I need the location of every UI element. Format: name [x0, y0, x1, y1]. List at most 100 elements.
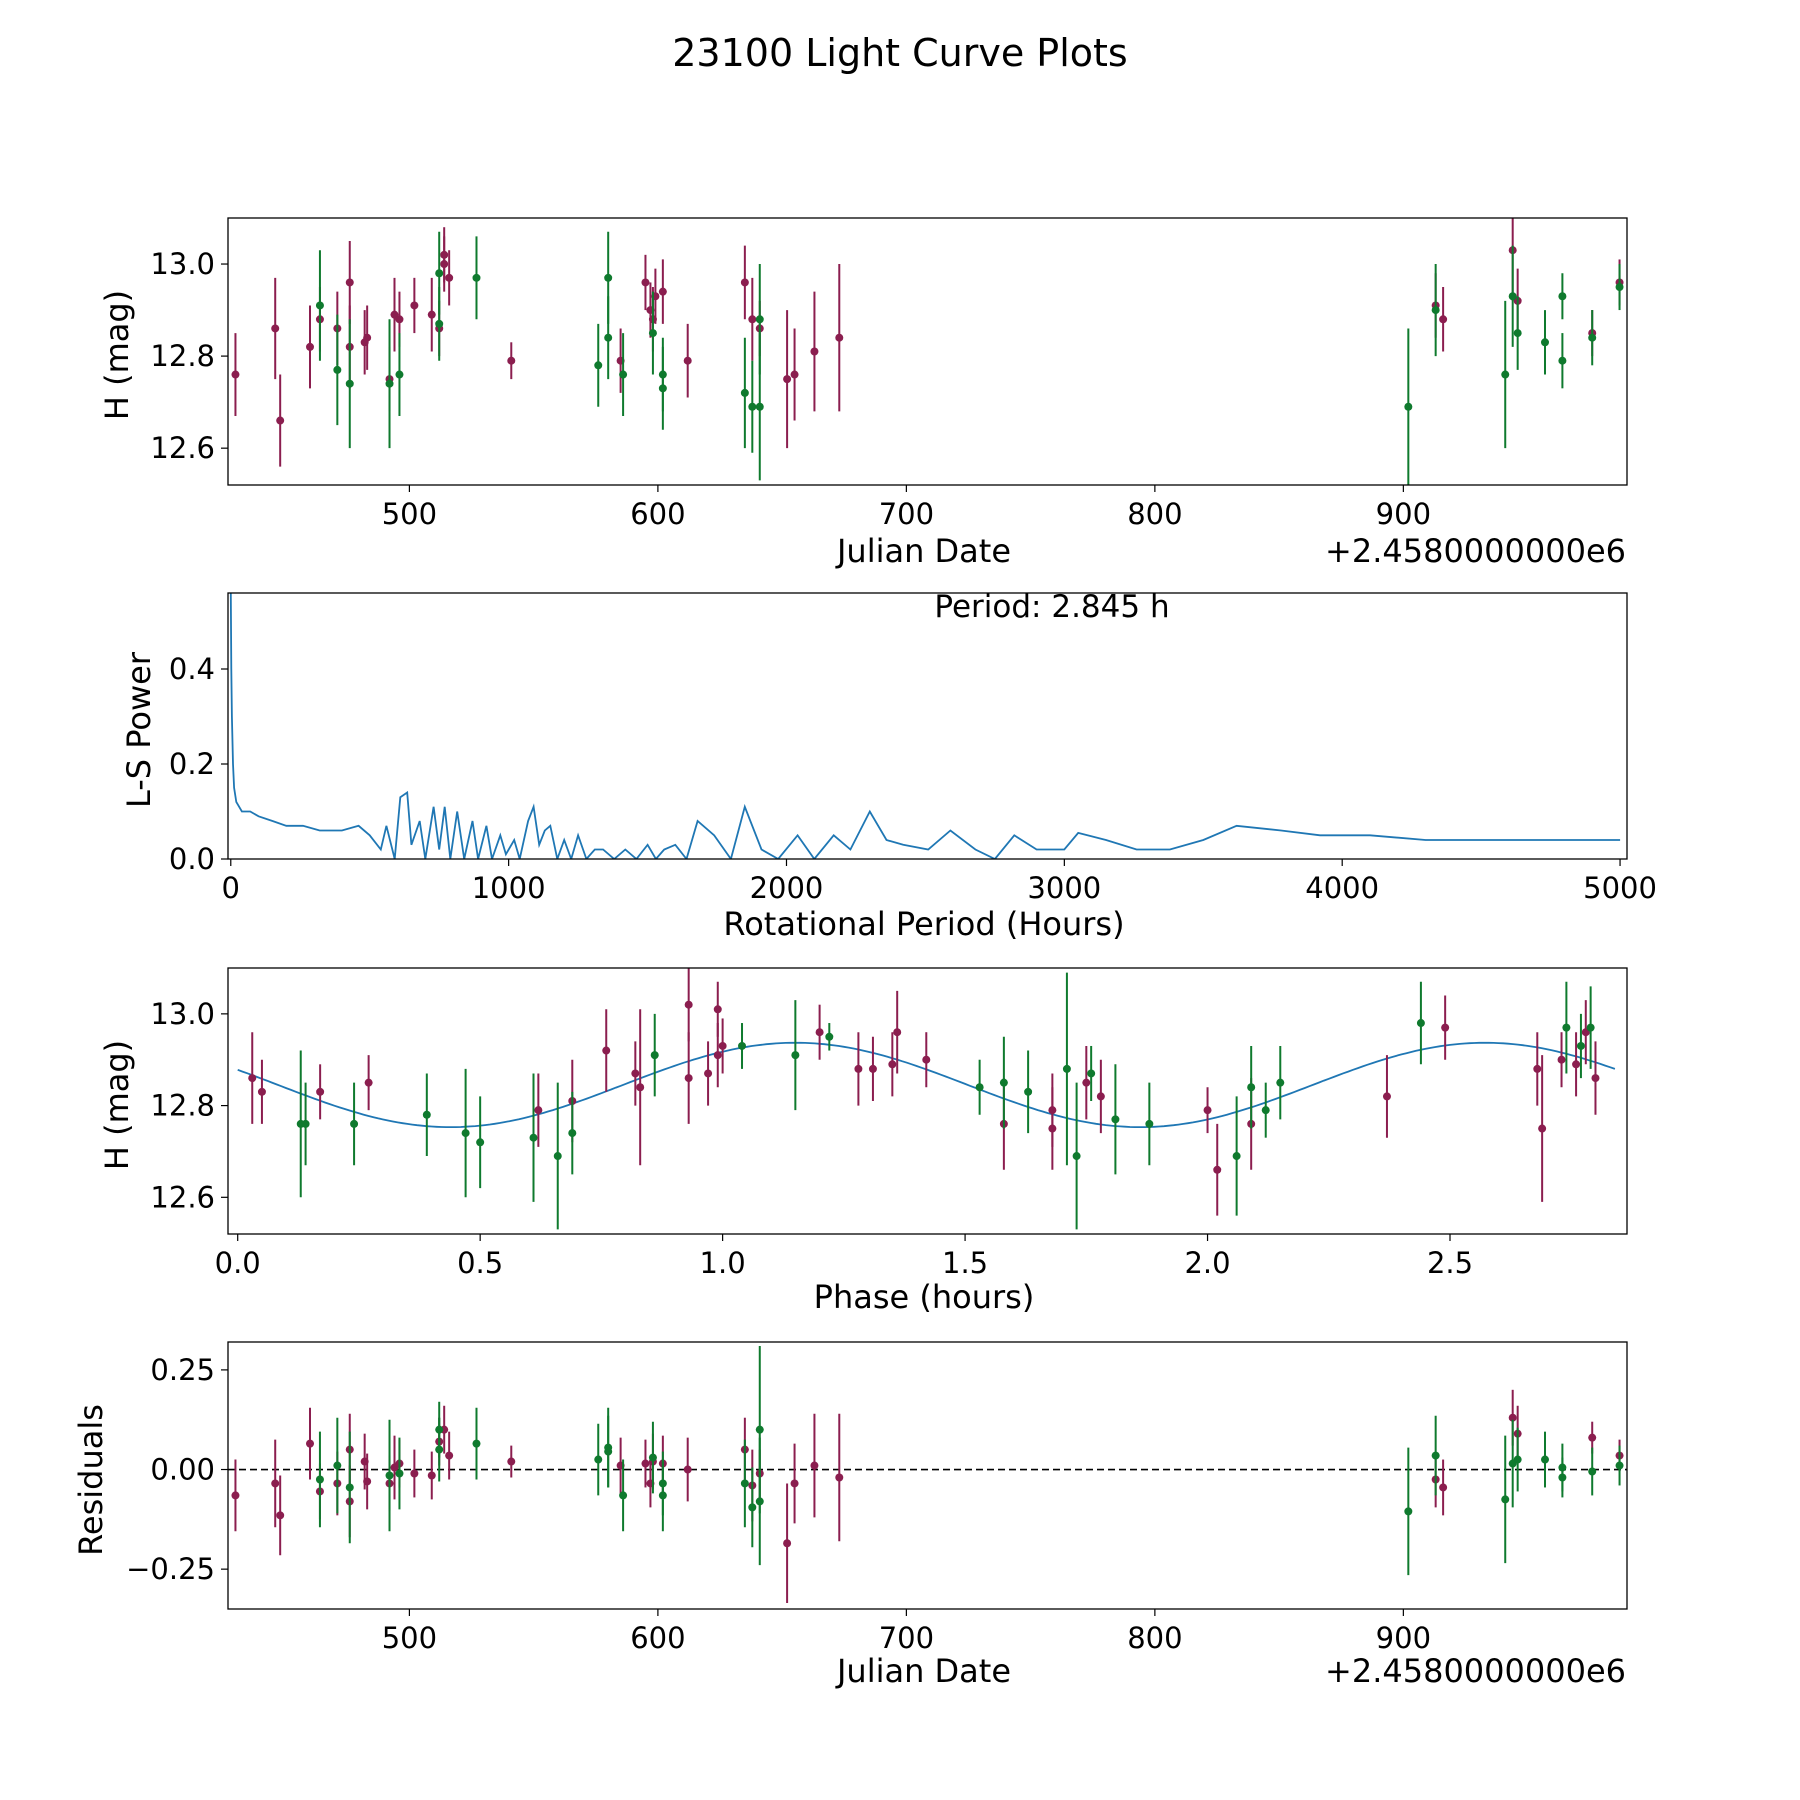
series-b-point — [648, 1453, 657, 1462]
series-b-point — [1562, 1023, 1571, 1032]
series-b-point — [1232, 1152, 1241, 1161]
series-a-point — [1096, 1092, 1105, 1101]
series-b-point — [472, 1439, 481, 1448]
panel-periodogram-data — [229, 593, 1621, 859]
series-b-point — [345, 379, 354, 388]
series-a-point — [658, 287, 667, 296]
series-a-point — [248, 1074, 257, 1083]
x-tick-label: 700 — [879, 1621, 934, 1655]
panel-residuals-data — [228, 1345, 1627, 1604]
series-b-point — [604, 1447, 613, 1456]
x-tick-label: 4000 — [1305, 871, 1379, 905]
series-b-point — [422, 1110, 431, 1119]
series-a-point — [783, 375, 792, 384]
series-b-point — [395, 1469, 404, 1478]
series-b-point — [1513, 1455, 1522, 1464]
series-b-point — [1111, 1115, 1120, 1124]
series-a-point — [306, 1439, 315, 1448]
series-b-point — [350, 1119, 359, 1128]
panel-phase-fold-plot: 0.0 0.5 1.0 1.5 2.0 2.5 12.6 12.8 13.0 — [150, 967, 1628, 1280]
series-a-point — [684, 1074, 693, 1083]
series-b-point — [568, 1129, 577, 1138]
series-b-point — [975, 1083, 984, 1092]
y-tick-label: 0.00 — [150, 1453, 215, 1487]
series-b-point — [315, 1475, 324, 1484]
series-a-point — [276, 416, 285, 425]
series-a-point — [684, 1000, 693, 1009]
series-b-point — [1276, 1078, 1285, 1087]
x-tick-label: 0 — [222, 871, 240, 905]
series-a-point — [835, 1473, 844, 1482]
x-tick-label: 1.5 — [942, 1246, 988, 1280]
series-b-point — [1513, 329, 1522, 338]
x-tick-label: 500 — [382, 1621, 437, 1655]
series-a-point — [1439, 1483, 1448, 1492]
x-tick-label: 0.5 — [457, 1246, 503, 1280]
series-a-point — [713, 1005, 722, 1014]
series-a-point — [231, 1491, 240, 1500]
series-a-point — [713, 1051, 722, 1060]
panel-periodogram-frame — [227, 592, 1628, 860]
series-b-point — [658, 1491, 667, 1500]
y-tick-label: 0.25 — [150, 1353, 215, 1387]
x-tick-label: 900 — [1376, 1621, 1431, 1655]
series-a-point — [364, 1078, 373, 1087]
panel-light-curve-frame — [227, 217, 1628, 486]
series-b-point — [999, 1078, 1008, 1087]
series-b-point — [1431, 1451, 1440, 1460]
series-a-point — [1591, 1074, 1600, 1083]
series-b-point — [748, 402, 757, 411]
panel-light-curve-x-offset: +2.4580000000e6 — [1325, 532, 1626, 570]
series-a-point — [602, 1046, 611, 1055]
series-b-point — [1431, 306, 1440, 315]
series-b-point — [755, 1497, 764, 1506]
x-tick-label: 5000 — [1583, 871, 1657, 905]
series-a-point — [345, 278, 354, 287]
series-b-point — [1404, 1507, 1413, 1516]
series-b-point — [1072, 1152, 1081, 1161]
series-a-point — [395, 315, 404, 324]
series-a-point — [790, 1479, 799, 1488]
panel-light-curve: H (mag) Julian Date +2.4580000000e6 — [98, 290, 1626, 570]
series-a-point — [641, 1459, 650, 1468]
y-tick-label: 13.0 — [150, 247, 215, 281]
series-a-point — [1538, 1124, 1547, 1133]
series-b-point — [1024, 1087, 1033, 1096]
panel-residuals-frame — [227, 1341, 1628, 1610]
series-a-point — [1382, 1092, 1391, 1101]
panel-periodogram-ylabel: L-S Power — [120, 651, 158, 808]
series-b-point — [825, 1032, 834, 1041]
series-b-point — [1576, 1041, 1585, 1050]
panel-periodogram-xlabel: Rotational Period (Hours) — [723, 905, 1124, 943]
series-a-point — [1557, 1055, 1566, 1064]
series-a-point — [271, 1479, 280, 1488]
series-b-point — [435, 1445, 444, 1454]
series-a-point — [835, 333, 844, 342]
series-b-point — [755, 315, 764, 324]
panel-light-curve-ylabel: H (mag) — [98, 290, 136, 420]
series-b-point — [1247, 1083, 1256, 1092]
x-tick-label: 1000 — [472, 871, 546, 905]
series-b-point — [435, 319, 444, 328]
series-b-point — [1501, 1495, 1510, 1504]
series-a-point — [427, 310, 436, 319]
series-b-point — [594, 1455, 603, 1464]
series-b-point — [333, 365, 342, 374]
series-a-point — [1588, 1433, 1597, 1442]
panel-phase-fold: H (mag) Phase (hours) — [98, 1040, 1034, 1316]
series-b-point — [1261, 1106, 1270, 1115]
series-b-point — [594, 361, 603, 370]
series-b-point — [1558, 356, 1567, 365]
series-b-point — [648, 329, 657, 338]
series-b-point — [461, 1129, 470, 1138]
series-b-point — [604, 273, 613, 282]
series-a-point — [1213, 1165, 1222, 1174]
series-a-point — [507, 1457, 516, 1466]
series-a-point — [810, 347, 819, 356]
y-tick-label: 12.8 — [150, 339, 215, 373]
series-a-point — [271, 324, 280, 333]
series-a-point — [363, 333, 372, 342]
panel-residuals-plot: 500 600 700 800 900 −0.25 0.00 0.25 — [126, 1341, 1628, 1655]
x-tick-label: 800 — [1127, 497, 1182, 531]
